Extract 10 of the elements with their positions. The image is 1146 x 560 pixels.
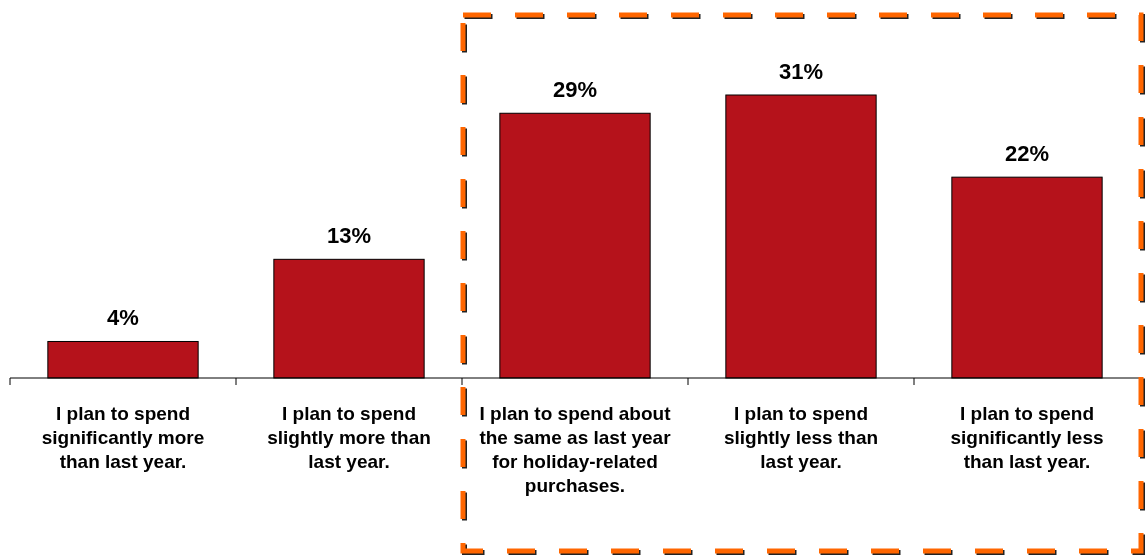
- x-tick-label: I plan to spend slightly more than last year.: [267, 403, 431, 472]
- data-label: 4%: [107, 305, 139, 331]
- data-label: 13%: [326, 223, 372, 249]
- data-label: 31%: [778, 59, 824, 84]
- x-tick-label: I plan to spend slightly less than last year.: [723, 403, 879, 472]
- x-tick-label: I plan to spend significantly less than last year.: [950, 403, 1104, 472]
- data-label: 29%: [552, 77, 598, 103]
- x-tick-label: I plan to spend about the same as last year for holiday-related purchases.: [479, 403, 672, 496]
- data-label: 22%: [1004, 141, 1050, 167]
- x-tick-label: I plan to spend significantly more than last year.: [41, 403, 205, 472]
